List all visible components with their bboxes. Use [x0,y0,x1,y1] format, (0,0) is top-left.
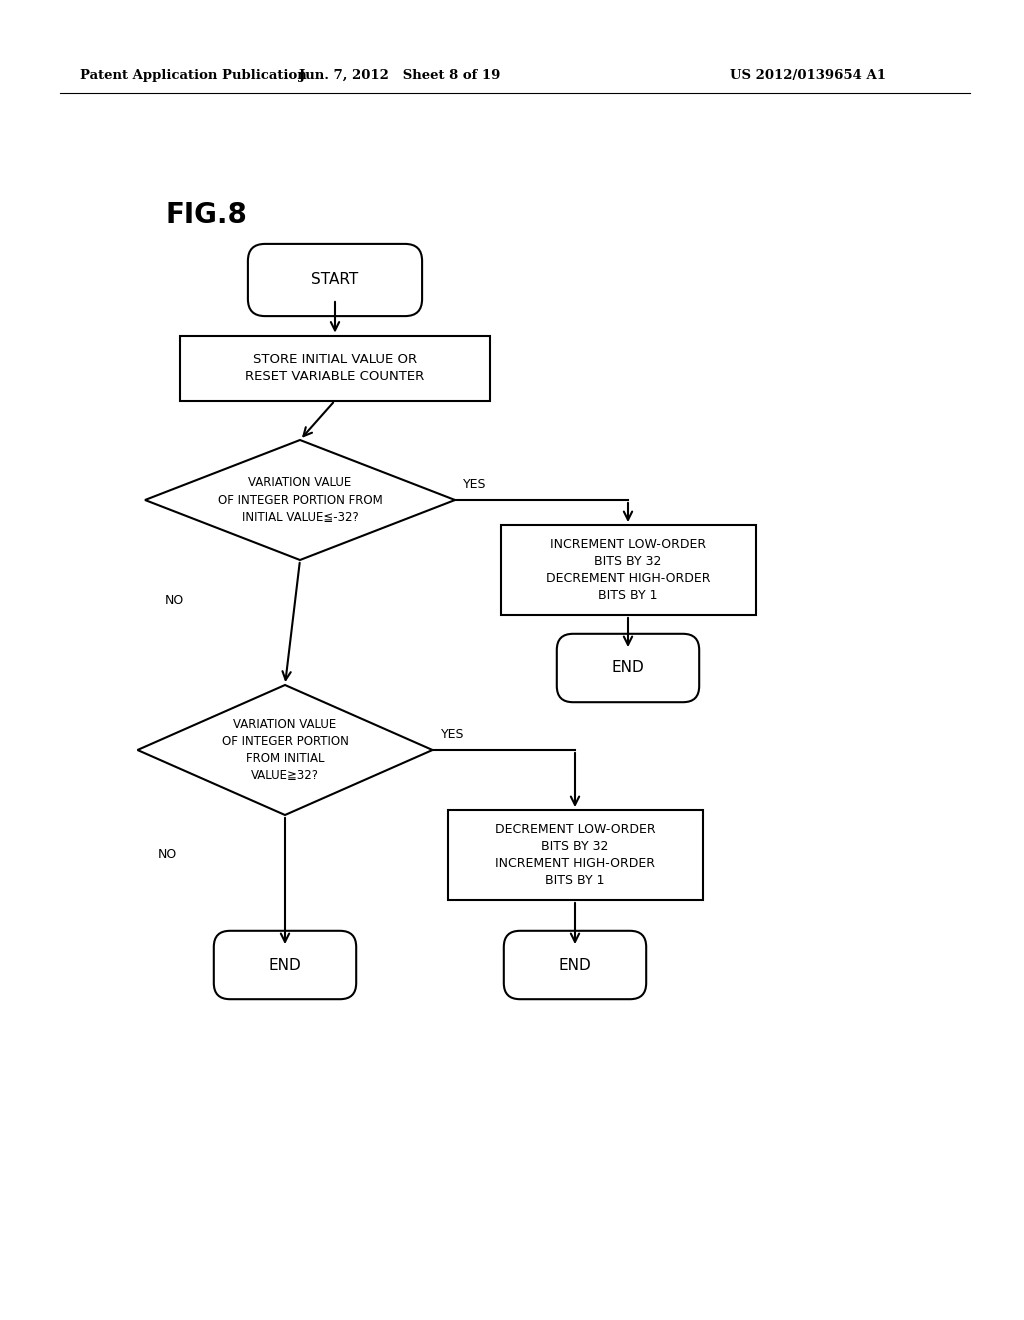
Text: NO: NO [158,849,177,862]
Text: YES: YES [440,729,464,742]
Text: INCREMENT LOW-ORDER
BITS BY 32
DECREMENT HIGH-ORDER
BITS BY 1: INCREMENT LOW-ORDER BITS BY 32 DECREMENT… [546,539,711,602]
Text: Patent Application Publication: Patent Application Publication [80,69,307,82]
Text: YES: YES [463,479,486,491]
FancyBboxPatch shape [557,634,699,702]
Polygon shape [137,685,432,814]
Bar [447,810,702,900]
FancyBboxPatch shape [248,244,422,315]
Text: VARIATION VALUE
OF INTEGER PORTION FROM
INITIAL VALUE≦-32?: VARIATION VALUE OF INTEGER PORTION FROM … [218,477,382,524]
Text: US 2012/0139654 A1: US 2012/0139654 A1 [730,69,886,82]
Text: END: END [268,957,301,973]
Text: VARIATION VALUE
OF INTEGER PORTION
FROM INITIAL
VALUE≧32?: VARIATION VALUE OF INTEGER PORTION FROM … [221,718,348,781]
Text: START: START [311,272,358,288]
Text: END: END [611,660,644,676]
Bar [501,525,756,615]
Text: END: END [559,957,592,973]
Text: DECREMENT LOW-ORDER
BITS BY 32
INCREMENT HIGH-ORDER
BITS BY 1: DECREMENT LOW-ORDER BITS BY 32 INCREMENT… [495,822,655,887]
Text: NO: NO [165,594,184,606]
Text: Jun. 7, 2012   Sheet 8 of 19: Jun. 7, 2012 Sheet 8 of 19 [299,69,501,82]
FancyBboxPatch shape [214,931,356,999]
Polygon shape [145,440,455,560]
Text: STORE INITIAL VALUE OR
RESET VARIABLE COUNTER: STORE INITIAL VALUE OR RESET VARIABLE CO… [246,352,425,383]
FancyBboxPatch shape [504,931,646,999]
Bar [180,335,490,400]
Text: FIG.8: FIG.8 [165,201,247,228]
